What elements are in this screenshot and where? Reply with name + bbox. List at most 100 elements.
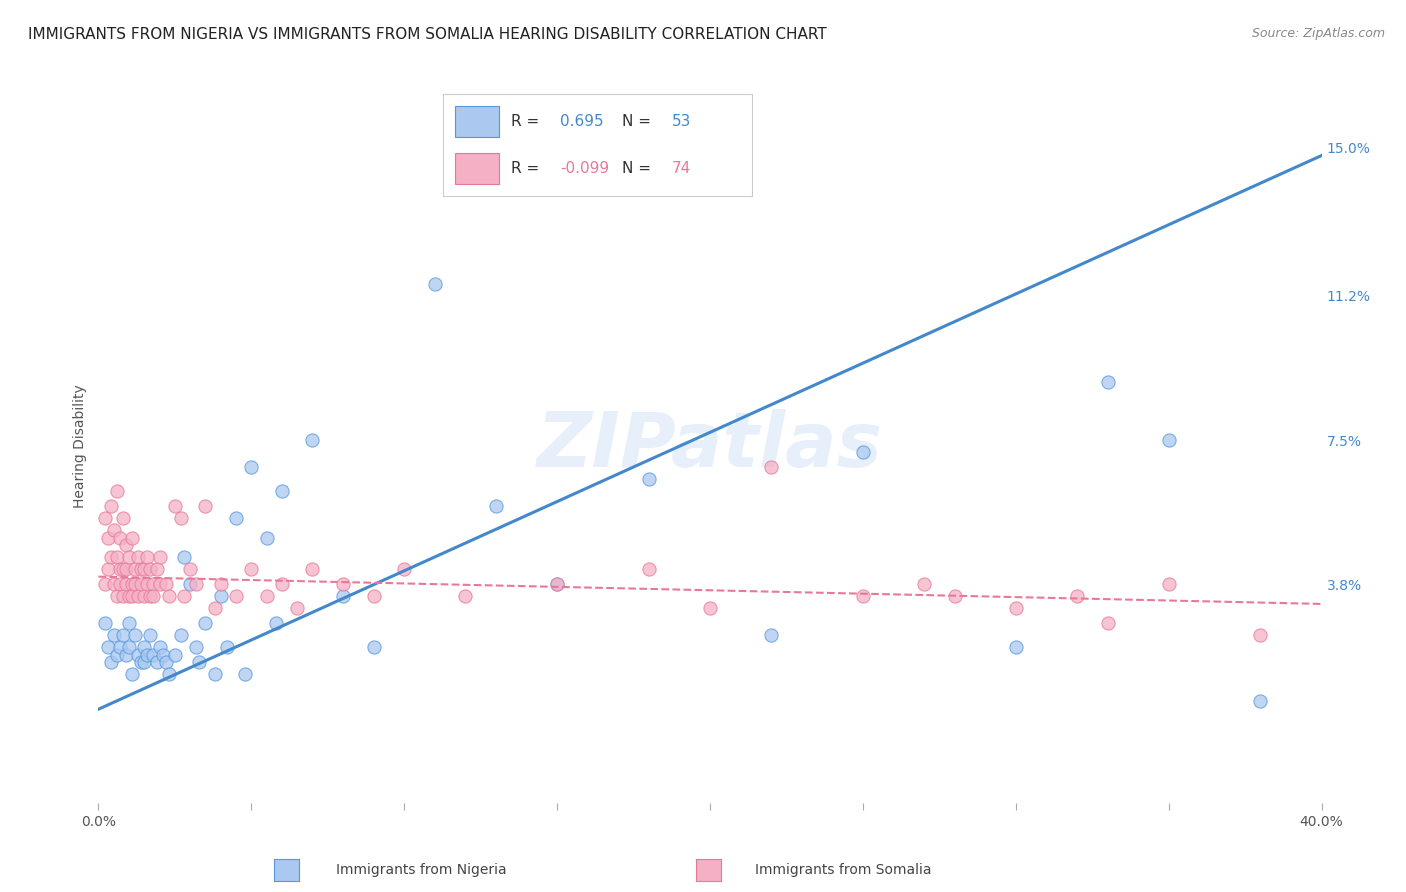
Point: [179, 562, 201, 576]
Point: [97, 562, 120, 576]
Point: [170, 511, 193, 525]
Point: [118, 550, 141, 565]
Point: [103, 523, 125, 537]
Point: [103, 577, 125, 591]
Y-axis label: Hearing Disability: Hearing Disability: [73, 384, 87, 508]
Point: [943, 589, 966, 603]
Point: [852, 589, 875, 603]
Point: [637, 562, 661, 576]
Point: [118, 589, 141, 603]
Text: -0.099: -0.099: [561, 161, 610, 176]
Point: [637, 472, 661, 486]
Point: [423, 277, 446, 292]
Point: [163, 500, 186, 514]
FancyBboxPatch shape: [456, 106, 499, 136]
Point: [93, 577, 115, 591]
Point: [270, 483, 292, 498]
Point: [97, 640, 120, 654]
Text: Source: ZipAtlas.com: Source: ZipAtlas.com: [1251, 27, 1385, 40]
Point: [115, 577, 138, 591]
Point: [105, 483, 128, 498]
Point: [270, 577, 292, 591]
Point: [759, 628, 782, 642]
Point: [100, 550, 122, 565]
Text: Immigrants from Somalia: Immigrants from Somalia: [755, 863, 932, 877]
Point: [136, 577, 159, 591]
Point: [363, 640, 385, 654]
Text: 0.695: 0.695: [561, 114, 605, 128]
Point: [142, 577, 165, 591]
Point: [111, 628, 134, 642]
Point: [285, 600, 308, 615]
Point: [852, 445, 875, 459]
Point: [152, 648, 174, 662]
Point: [111, 589, 134, 603]
Point: [194, 500, 217, 514]
Point: [134, 589, 156, 603]
Point: [179, 577, 201, 591]
Point: [301, 433, 323, 447]
Point: [1157, 433, 1180, 447]
Point: [111, 511, 134, 525]
Text: N =: N =: [623, 114, 657, 128]
Text: 53: 53: [672, 114, 692, 128]
Text: ZIPatlas: ZIPatlas: [537, 409, 883, 483]
Point: [124, 628, 146, 642]
Point: [204, 600, 226, 615]
Point: [100, 656, 122, 670]
Text: N =: N =: [623, 161, 657, 176]
Point: [105, 550, 128, 565]
Point: [699, 600, 721, 615]
Point: [225, 589, 247, 603]
Point: [163, 648, 186, 662]
Point: [136, 648, 159, 662]
Point: [97, 531, 120, 545]
Point: [108, 562, 131, 576]
Point: [115, 538, 138, 552]
Point: [93, 616, 115, 631]
Point: [100, 500, 122, 514]
Point: [142, 648, 165, 662]
Point: [93, 511, 115, 525]
Point: [129, 656, 152, 670]
Point: [149, 640, 172, 654]
Point: [127, 648, 149, 662]
Point: [108, 640, 131, 654]
Point: [1097, 375, 1119, 389]
Point: [118, 616, 141, 631]
Point: [215, 640, 238, 654]
FancyBboxPatch shape: [456, 153, 499, 184]
Point: [264, 616, 287, 631]
Point: [485, 500, 508, 514]
Text: R =: R =: [510, 161, 544, 176]
Point: [363, 589, 385, 603]
Point: [1249, 694, 1271, 708]
Text: R =: R =: [510, 114, 544, 128]
Point: [1066, 589, 1088, 603]
Point: [105, 648, 128, 662]
Point: [105, 589, 128, 603]
Point: [108, 577, 131, 591]
Point: [256, 531, 278, 545]
Point: [1157, 577, 1180, 591]
Point: [1097, 616, 1119, 631]
Point: [170, 628, 193, 642]
Point: [115, 562, 138, 576]
Point: [121, 577, 143, 591]
Point: [115, 648, 138, 662]
Point: [136, 550, 159, 565]
Point: [1004, 600, 1026, 615]
Point: [240, 460, 263, 475]
Point: [209, 589, 232, 603]
Point: [157, 589, 180, 603]
Point: [186, 640, 208, 654]
Point: [121, 667, 143, 681]
Point: [256, 589, 278, 603]
Point: [111, 562, 134, 576]
Point: [134, 640, 156, 654]
Point: [157, 667, 180, 681]
Point: [127, 589, 149, 603]
Point: [121, 589, 143, 603]
Point: [139, 628, 162, 642]
Point: [188, 656, 211, 670]
